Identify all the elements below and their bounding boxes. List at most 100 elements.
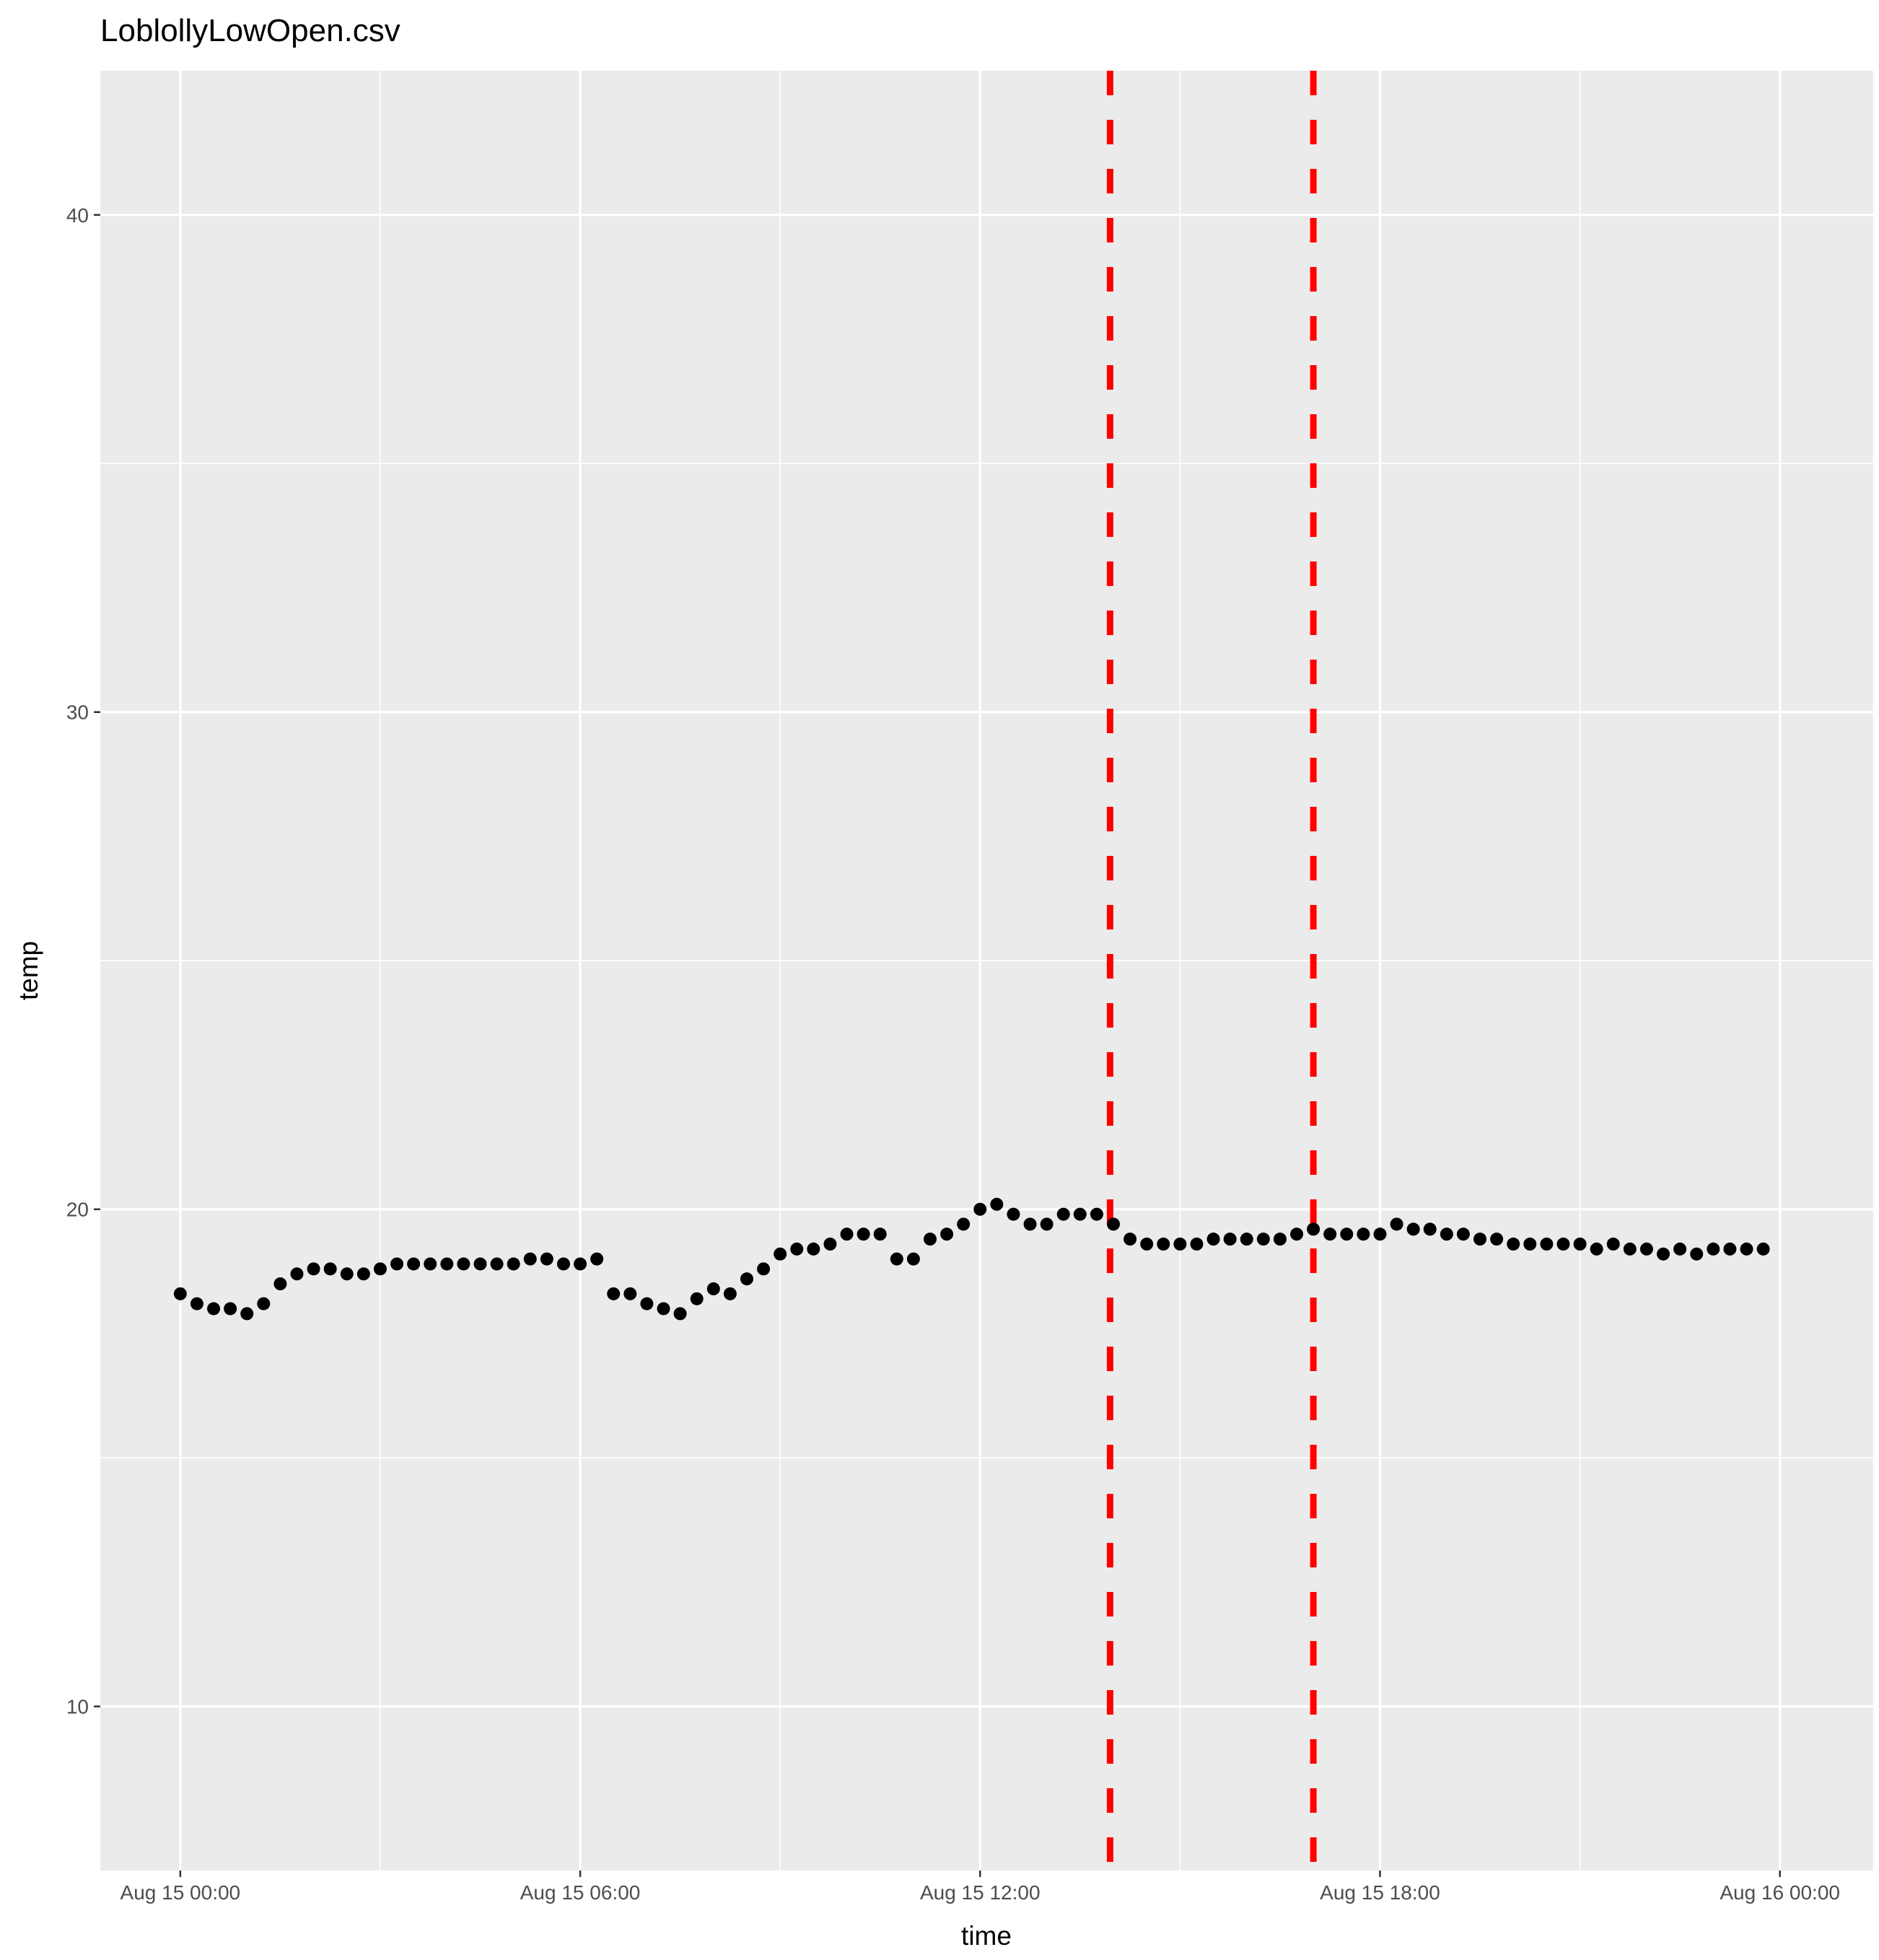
data-point [407,1257,421,1271]
x-tick-label: Aug 15 18:00 [1320,1881,1440,1904]
data-point [1590,1242,1603,1256]
data-point [1740,1242,1753,1256]
data-point [857,1228,870,1241]
data-point [590,1252,604,1266]
y-axis: 10 20 30 40 [66,204,100,1718]
data-point [307,1262,320,1276]
data-point [1273,1233,1287,1246]
data-point [457,1257,470,1271]
y-tick-label: 40 [66,204,89,227]
y-tick-label: 30 [66,701,89,724]
data-point [257,1297,271,1311]
data-point [906,1252,920,1266]
data-point [1256,1233,1270,1246]
data-point [1124,1233,1137,1246]
data-point [173,1287,187,1300]
data-point [523,1252,537,1266]
data-point [424,1257,437,1271]
data-point [1056,1207,1070,1221]
data-point [1473,1233,1487,1246]
data-point [440,1257,454,1271]
x-tick-label: Aug 15 12:00 [920,1881,1041,1904]
data-point [1723,1242,1737,1256]
x-tick-label: Aug 16 00:00 [1720,1881,1840,1904]
data-point [706,1282,720,1295]
data-point [1157,1237,1170,1251]
data-points [173,1197,1770,1321]
data-point [1223,1233,1237,1246]
data-point [1556,1237,1570,1251]
data-point [1456,1228,1470,1241]
x-axis-title: time [961,1921,1012,1951]
data-point [574,1257,587,1271]
data-point [607,1287,621,1300]
data-point [990,1197,1004,1211]
data-point [940,1228,954,1241]
data-point [774,1247,787,1261]
data-point [923,1233,937,1246]
data-point [1140,1237,1154,1251]
data-point [1023,1217,1037,1231]
chart-title: LoblollyLowOpen.csv [100,13,400,48]
data-point [690,1292,704,1305]
data-point [1490,1233,1504,1246]
data-point [207,1302,221,1316]
data-point [657,1302,670,1316]
data-point [1290,1228,1304,1241]
data-point [1007,1207,1020,1221]
data-point [224,1302,237,1316]
data-point [1040,1217,1054,1231]
y-tick-label: 10 [66,1696,89,1718]
data-point [1756,1242,1770,1256]
major-gridlines [100,71,1873,1871]
x-tick-label: Aug 15 00:00 [121,1881,241,1904]
data-point [390,1257,404,1271]
data-point [823,1237,837,1251]
data-point [473,1257,487,1271]
data-point [890,1252,903,1266]
data-point [757,1262,771,1276]
data-point [1673,1242,1687,1256]
data-point [1540,1237,1554,1251]
data-point [1690,1247,1704,1261]
data-point [1707,1242,1720,1256]
data-point [490,1257,504,1271]
data-point [1357,1228,1370,1241]
data-point [1523,1237,1537,1251]
data-point [290,1267,304,1281]
data-point [1107,1217,1120,1231]
data-point [1606,1237,1620,1251]
data-point [1657,1247,1670,1261]
x-tick-label: Aug 15 06:00 [520,1881,641,1904]
data-point [973,1202,987,1216]
reference-lines [1106,71,1317,1871]
data-point [673,1307,687,1321]
data-point [957,1217,971,1231]
data-point [1390,1217,1403,1231]
data-point [723,1287,737,1300]
data-point [640,1297,654,1311]
data-point [807,1242,820,1256]
data-point [1323,1228,1337,1241]
data-point [323,1262,337,1276]
data-point [1090,1207,1103,1221]
data-point [340,1267,354,1281]
data-point [1073,1207,1087,1221]
data-point [790,1242,804,1256]
data-point [1440,1228,1453,1241]
data-point [373,1262,387,1276]
minor-gridlines [100,71,1873,1871]
data-point [1340,1228,1354,1241]
data-point [1639,1242,1653,1256]
data-point [740,1272,753,1286]
y-axis-title: temp [14,941,43,1000]
data-point [1373,1228,1387,1241]
data-point [1406,1222,1420,1236]
data-point [1206,1233,1220,1246]
data-point [1173,1237,1187,1251]
plot-panel [100,71,1873,1871]
data-point [1423,1222,1437,1236]
data-point [840,1228,854,1241]
data-point [1507,1237,1520,1251]
data-point [1190,1237,1204,1251]
